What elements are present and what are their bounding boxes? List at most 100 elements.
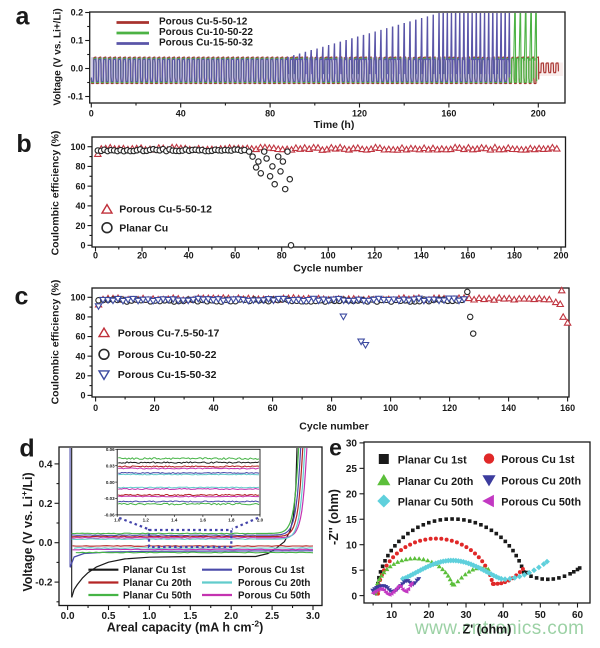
svg-text:30: 30 — [460, 610, 472, 621]
svg-text:15: 15 — [346, 515, 358, 526]
svg-text:0.06: 0.06 — [106, 447, 115, 452]
svg-text:0.0: 0.0 — [71, 64, 84, 74]
svg-text:0.4: 0.4 — [39, 459, 53, 470]
svg-text:20: 20 — [346, 490, 358, 501]
svg-text:60: 60 — [230, 250, 240, 260]
svg-text:20: 20 — [150, 403, 160, 413]
svg-text:0: 0 — [80, 241, 85, 251]
svg-text:Coulombic efficiency (%): Coulombic efficiency (%) — [50, 280, 62, 405]
svg-text:40: 40 — [498, 610, 510, 621]
svg-text:Porous Cu-15-50-32: Porous Cu-15-50-32 — [159, 38, 253, 49]
svg-text:80: 80 — [327, 403, 337, 413]
svg-text:Voltage (V vs. Li+/Li): Voltage (V vs. Li+/Li) — [53, 8, 64, 105]
svg-text:-Z'' (ohm): -Z'' (ohm) — [327, 489, 341, 545]
svg-text:Porous Cu-7.5-50-17: Porous Cu-7.5-50-17 — [118, 328, 220, 340]
svg-text:Planar Cu 50th: Planar Cu 50th — [398, 497, 474, 509]
svg-text:-0.03: -0.03 — [104, 496, 115, 501]
svg-text:10: 10 — [386, 610, 398, 621]
svg-text:100: 100 — [383, 403, 398, 413]
svg-text:1.8: 1.8 — [228, 517, 235, 522]
svg-text:60: 60 — [75, 181, 85, 191]
svg-text:Porous Cu-10-50-22: Porous Cu-10-50-22 — [118, 349, 217, 361]
svg-text:Porous Cu 50th: Porous Cu 50th — [501, 497, 581, 509]
svg-text:Time (h): Time (h) — [314, 119, 355, 131]
svg-text:120: 120 — [352, 109, 367, 119]
svg-text:40: 40 — [75, 351, 85, 361]
svg-text:120: 120 — [442, 403, 457, 413]
svg-text:140: 140 — [414, 250, 429, 260]
svg-text:140: 140 — [501, 403, 516, 413]
svg-text:2.5: 2.5 — [265, 611, 279, 622]
svg-text:40: 40 — [75, 201, 85, 211]
svg-text:0.0: 0.0 — [61, 611, 75, 622]
svg-text:0.0: 0.0 — [39, 538, 53, 549]
svg-text:1.5: 1.5 — [183, 611, 197, 622]
svg-text:Porous Cu 20th: Porous Cu 20th — [501, 475, 581, 487]
svg-text:Porous Cu 20th: Porous Cu 20th — [238, 578, 310, 589]
svg-text:0.00: 0.00 — [106, 480, 115, 485]
svg-text:5: 5 — [351, 566, 357, 577]
svg-text:80: 80 — [75, 162, 85, 172]
svg-text:0: 0 — [351, 591, 357, 602]
svg-text:Porous Cu-5-50-12: Porous Cu-5-50-12 — [159, 17, 248, 28]
svg-text:Planar Cu 50th: Planar Cu 50th — [123, 590, 192, 601]
svg-text:e: e — [329, 435, 342, 461]
svg-text:Porous Cu 1st: Porous Cu 1st — [501, 454, 575, 466]
svg-text:120: 120 — [367, 250, 382, 260]
svg-text:a: a — [15, 3, 30, 31]
svg-text:Voltage (V vs. Li+/Li): Voltage (V vs. Li+/Li) — [19, 472, 35, 591]
svg-text:Areal capacity (mA h cm-2): Areal capacity (mA h cm-2) — [107, 619, 263, 635]
svg-text:60: 60 — [75, 332, 85, 342]
svg-text:Porous Cu-15-50-32: Porous Cu-15-50-32 — [118, 369, 217, 381]
svg-text:160: 160 — [560, 403, 575, 413]
svg-text:100: 100 — [70, 142, 85, 152]
svg-text:200: 200 — [553, 250, 568, 260]
svg-text:Porous Cu 1st: Porous Cu 1st — [238, 565, 305, 576]
svg-text:2.0: 2.0 — [257, 517, 264, 522]
svg-text:20: 20 — [75, 371, 85, 381]
svg-text:180: 180 — [507, 250, 522, 260]
svg-text:www.cntronics.com: www.cntronics.com — [414, 618, 584, 639]
svg-text:10: 10 — [346, 540, 358, 551]
svg-text:Cycle number: Cycle number — [293, 263, 362, 275]
svg-text:80: 80 — [75, 312, 85, 322]
svg-text:160: 160 — [441, 109, 456, 119]
svg-text:160: 160 — [460, 250, 475, 260]
svg-text:50: 50 — [535, 610, 547, 621]
svg-text:2.0: 2.0 — [224, 611, 238, 622]
svg-text:Cycle number: Cycle number — [299, 421, 368, 433]
svg-text:80: 80 — [265, 109, 275, 119]
svg-text:-0.06: -0.06 — [104, 513, 115, 518]
svg-text:20: 20 — [423, 610, 435, 621]
svg-text:60: 60 — [572, 610, 584, 621]
svg-text:80: 80 — [277, 250, 287, 260]
svg-text:100: 100 — [70, 293, 85, 303]
svg-text:0.2: 0.2 — [71, 8, 84, 18]
svg-text:b: b — [16, 130, 31, 158]
svg-text:0.2: 0.2 — [39, 499, 53, 510]
svg-text:-0.1: -0.1 — [68, 92, 84, 102]
svg-text:1.4: 1.4 — [171, 517, 178, 522]
svg-text:3.0: 3.0 — [306, 611, 320, 622]
svg-text:1.0: 1.0 — [142, 611, 156, 622]
svg-text:Z' (ohm): Z' (ohm) — [463, 623, 512, 637]
svg-text:1.2: 1.2 — [143, 517, 150, 522]
svg-text:60: 60 — [268, 403, 278, 413]
svg-text:40: 40 — [184, 250, 194, 260]
svg-text:c: c — [14, 283, 28, 311]
svg-text:Porous Cu 50th: Porous Cu 50th — [238, 590, 310, 601]
svg-text:Coulombic efficiency (%): Coulombic efficiency (%) — [50, 131, 62, 256]
svg-text:Planar Cu 20th: Planar Cu 20th — [123, 578, 192, 589]
svg-text:0: 0 — [93, 403, 98, 413]
svg-text:0: 0 — [93, 250, 98, 260]
svg-text:40: 40 — [209, 403, 219, 413]
svg-text:20: 20 — [75, 221, 85, 231]
svg-text:0: 0 — [80, 391, 85, 401]
svg-text:100: 100 — [321, 250, 336, 260]
svg-text:40: 40 — [176, 109, 186, 119]
svg-text:200: 200 — [531, 109, 546, 119]
svg-text:0.5: 0.5 — [102, 611, 116, 622]
svg-text:Porous Cu-10-50-22: Porous Cu-10-50-22 — [159, 27, 253, 38]
svg-text:Planar Cu: Planar Cu — [119, 223, 168, 235]
svg-text:20: 20 — [137, 250, 147, 260]
